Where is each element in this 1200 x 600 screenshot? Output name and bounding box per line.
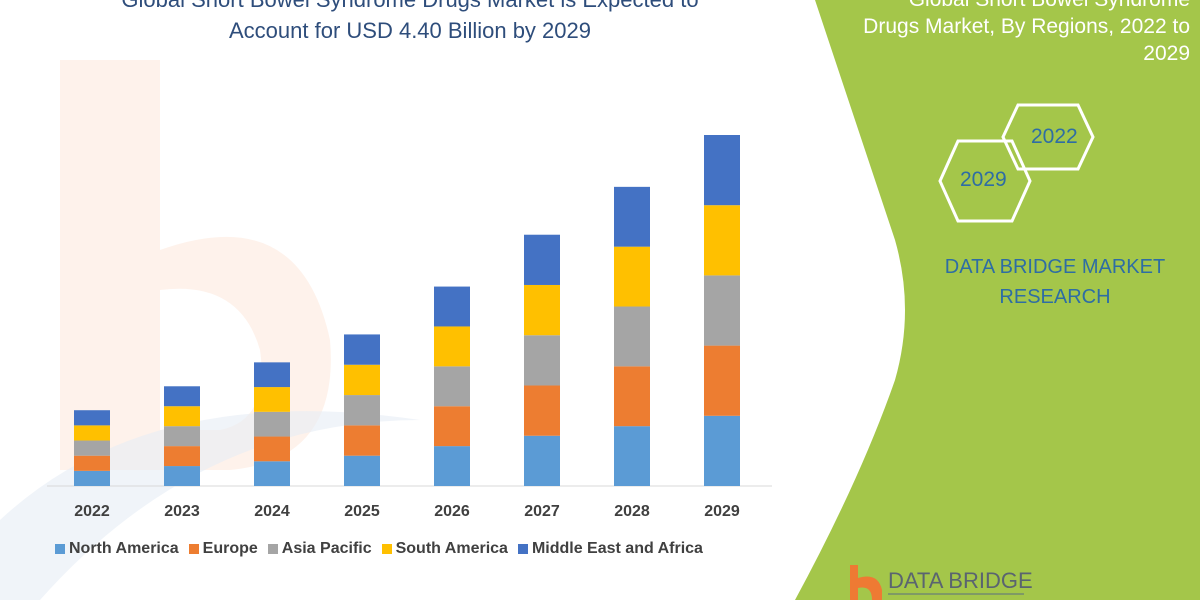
bar-segment-2022-asia-pacific xyxy=(74,440,110,456)
green-panel xyxy=(795,0,1200,600)
legend-label: Europe xyxy=(202,540,258,557)
bar-segment-2026-asia-pacific xyxy=(434,366,470,407)
bar-segment-2028-north-america xyxy=(614,426,650,486)
brand-line1: DATA BRIDGE MARKET xyxy=(944,256,1166,278)
bar-segment-2029-europe xyxy=(704,345,740,416)
bar-segment-2023-north-america xyxy=(164,466,200,486)
bar-segment-2024-middle-east-and-africa xyxy=(254,362,290,388)
legend-swatch xyxy=(55,544,65,554)
legend-label: South America xyxy=(395,540,508,557)
bar-segment-2022-north-america xyxy=(74,470,110,486)
brand-line2: RESEARCH xyxy=(999,286,1111,308)
x-tick-label-2025: 2025 xyxy=(344,503,380,520)
bar-segment-2025-south-america xyxy=(344,364,380,396)
bar-segment-2025-europe xyxy=(344,425,380,456)
bar-segment-2029-middle-east-and-africa xyxy=(704,135,740,206)
legend-item-middle-east-and-africa: Middle East and Africa xyxy=(517,540,703,558)
bar-segment-2029-south-america xyxy=(704,205,740,276)
legend-swatch xyxy=(188,544,199,554)
bar-segment-2027-north-america xyxy=(524,435,560,486)
bar-segment-2023-asia-pacific xyxy=(164,426,200,447)
hexagon-2022 xyxy=(1001,103,1095,171)
data-bridge-logo xyxy=(850,565,1024,600)
bar-segment-2027-europe xyxy=(524,385,560,436)
bar-segment-2025-middle-east-and-africa xyxy=(344,334,380,365)
bar-segment-2028-south-america xyxy=(614,246,650,307)
bar-segment-2026-north-america xyxy=(434,446,470,486)
bar-segment-2024-north-america xyxy=(254,461,290,486)
bar-segment-2022-south-america xyxy=(74,425,110,441)
bar-segment-2024-south-america xyxy=(254,387,290,412)
chart-title-line1: Global Short Bowel Syndrome Drugs Market… xyxy=(0,0,820,14)
bar-segment-2026-europe xyxy=(434,406,470,447)
bar-segment-2023-south-america xyxy=(164,406,200,427)
x-tick-label-2028: 2028 xyxy=(614,503,650,520)
x-tick-label-2027: 2027 xyxy=(524,503,560,520)
panel-title-line3: 2029 xyxy=(1143,42,1190,65)
legend-item-europe: Europe xyxy=(188,540,258,558)
bar-segment-2028-europe xyxy=(614,366,650,427)
bar-segment-2029-north-america xyxy=(704,415,740,486)
legend-swatch xyxy=(267,544,278,554)
legend-item-south-america: South America xyxy=(381,540,508,558)
bar-segment-2025-asia-pacific xyxy=(344,395,380,426)
bar-segment-2022-middle-east-and-africa xyxy=(74,410,110,426)
legend-label: Asia Pacific xyxy=(281,540,372,557)
bars xyxy=(74,135,740,486)
bar-segment-2027-south-america xyxy=(524,284,560,336)
bar-segment-2023-middle-east-and-africa xyxy=(164,386,200,407)
bar-segment-2029-asia-pacific xyxy=(704,275,740,346)
legend-label: North America xyxy=(69,540,179,557)
bar-segment-2024-asia-pacific xyxy=(254,411,290,437)
bar-segment-2022-europe xyxy=(74,455,110,471)
legend-item-north-america: North America xyxy=(55,540,179,558)
bar-segment-2025-north-america xyxy=(344,455,380,486)
bar-segment-2026-middle-east-and-africa xyxy=(434,286,470,327)
x-tick-label-2024: 2024 xyxy=(254,503,290,520)
bar-segment-2024-europe xyxy=(254,436,290,462)
logo-text: DATA BRIDGE xyxy=(888,568,1033,593)
hex-year-2029: 2029 xyxy=(960,168,1007,191)
legend-swatch xyxy=(517,544,528,554)
legend-swatch xyxy=(381,544,392,554)
x-tick-label-2026: 2026 xyxy=(434,503,470,520)
hex-year-2022: 2022 xyxy=(1031,125,1078,148)
legend: North America Europe Asia Pacific South Ame… xyxy=(55,540,703,558)
bar-segment-2027-middle-east-and-africa xyxy=(524,234,560,285)
hexagon-2029 xyxy=(938,139,1032,223)
chart-title-line2: Account for USD 4.40 Billion by 2029 xyxy=(229,18,591,43)
legend-item-asia-pacific: Asia Pacific xyxy=(267,540,372,558)
x-tick-label-2029: 2029 xyxy=(704,503,740,520)
x-tick-label-2022: 2022 xyxy=(74,503,110,520)
panel-title-line1: Global Short Bowel Syndrome xyxy=(850,0,1190,13)
bar-segment-2027-asia-pacific xyxy=(524,335,560,386)
legend-label: Middle East and Africa xyxy=(531,540,703,557)
bar-segment-2026-south-america xyxy=(434,326,470,367)
x-tick-label-2023: 2023 xyxy=(164,503,200,520)
panel-title-line2: Drugs Market, By Regions, 2022 to xyxy=(863,15,1190,38)
bar-segment-2028-middle-east-and-africa xyxy=(614,186,650,247)
bar-segment-2023-europe xyxy=(164,446,200,467)
bar-segment-2028-asia-pacific xyxy=(614,306,650,367)
